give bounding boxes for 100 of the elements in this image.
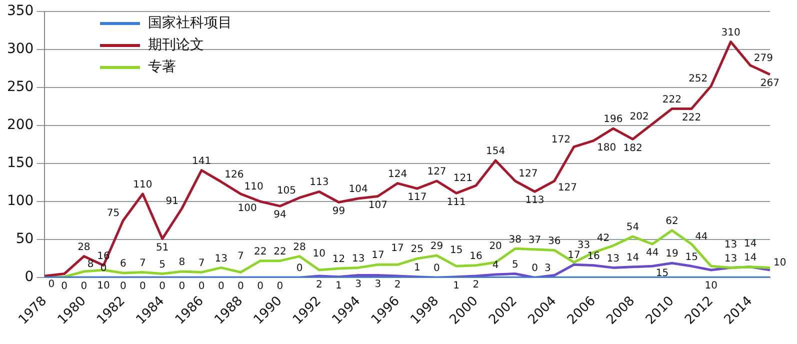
data-label: 222 [682, 112, 702, 124]
data-label: 75 [106, 208, 120, 220]
data-label: 10 [97, 280, 110, 292]
data-label: 16 [470, 251, 482, 262]
data-label: 13 [724, 253, 738, 264]
data-label: 7 [198, 258, 205, 269]
data-label: 7 [140, 258, 146, 269]
legend-label: 国家社科项目 [148, 14, 232, 32]
data-label: 172 [551, 134, 570, 146]
data-label: 91 [166, 196, 178, 207]
data-label: 100 [238, 203, 257, 214]
data-label: 107 [368, 200, 388, 211]
data-label: 0 [532, 263, 538, 274]
data-label: 8 [178, 257, 186, 268]
data-label: 127 [558, 182, 577, 194]
data-label: 54 [626, 222, 640, 234]
data-label: 10 [773, 258, 786, 269]
data-label: 0 [296, 263, 303, 274]
data-label: 0 [198, 281, 205, 292]
data-label: 222 [662, 94, 682, 106]
data-label: 17 [391, 243, 404, 254]
data-label: 1 [453, 280, 460, 292]
data-label: 10 [704, 280, 718, 292]
data-label: 126 [224, 169, 244, 180]
data-label: 29 [430, 241, 444, 252]
data-label: 0 [218, 281, 224, 292]
data-label: 0 [178, 281, 186, 292]
data-label: 0 [48, 279, 55, 290]
data-label: 0 [120, 281, 126, 292]
data-label: 42 [596, 233, 610, 244]
data-label: 5 [159, 259, 166, 270]
data-label: 1 [414, 262, 420, 274]
data-label: 17 [568, 250, 580, 262]
data-label: 121 [453, 173, 472, 184]
y-tick-label: 350 [6, 3, 34, 20]
data-label: 37 [528, 235, 542, 246]
data-label: 10 [312, 248, 326, 260]
y-tick-label: 50 [16, 231, 34, 248]
data-label: 117 [408, 192, 427, 204]
data-label: 113 [310, 177, 329, 188]
data-label: 279 [754, 52, 773, 64]
data-label: 2 [394, 280, 401, 291]
data-label: 13 [606, 253, 620, 264]
data-label: 17 [372, 250, 384, 262]
data-label: 20 [489, 240, 502, 252]
data-label: 2 [472, 280, 480, 291]
data-label: 8 [87, 259, 94, 270]
data-label: 7 [238, 250, 244, 262]
data-label: 25 [410, 244, 424, 256]
data-label: 154 [486, 146, 506, 158]
data-label: 0 [80, 281, 88, 292]
legend-label: 期刊论文 [148, 36, 204, 54]
data-label: 113 [525, 195, 544, 206]
data-label: 124 [388, 168, 408, 180]
data-label: 110 [244, 182, 264, 193]
data-label: 202 [630, 112, 649, 123]
y-tick-label: 100 [6, 193, 34, 210]
data-label: 0 [159, 281, 166, 292]
data-label: 4 [492, 260, 499, 272]
data-label: 15 [656, 268, 669, 279]
y-tick-label: 150 [6, 155, 34, 172]
data-label: 51 [156, 242, 169, 254]
data-label: 99 [332, 206, 346, 217]
data-label: 267 [760, 78, 780, 90]
data-label: 3 [544, 262, 551, 274]
data-label: 0 [434, 263, 440, 274]
data-label: 14 [626, 252, 640, 264]
data-label: 0 [61, 281, 68, 292]
data-label: 28 [78, 242, 90, 253]
data-label: 36 [548, 236, 561, 247]
data-label: 252 [688, 74, 708, 85]
data-label: 14 [744, 252, 757, 264]
data-label: 5 [512, 259, 518, 270]
data-label: 1 [336, 280, 342, 292]
data-label: 19 [666, 248, 678, 260]
data-label: 0 [140, 281, 146, 292]
data-label: 127 [518, 168, 538, 180]
data-label: 94 [274, 210, 286, 221]
data-label: 13 [214, 253, 228, 264]
data-label: 141 [192, 156, 212, 167]
data-label: 110 [133, 180, 152, 191]
data-label: 182 [623, 142, 642, 154]
data-label: 3 [374, 278, 382, 290]
y-tick-label: 300 [6, 41, 34, 58]
data-label: 44 [695, 232, 708, 243]
y-tick-label: 200 [6, 117, 34, 134]
data-label: 0 [238, 281, 244, 292]
data-label: 15 [685, 252, 698, 263]
data-label: 38 [508, 234, 522, 246]
data-label: 2 [316, 280, 322, 291]
data-label: 12 [332, 254, 346, 266]
y-tick-label: 0 [24, 269, 34, 286]
data-label: 104 [348, 184, 368, 196]
data-label: 310 [721, 27, 740, 38]
data-label: 62 [666, 216, 678, 228]
data-label: 111 [446, 196, 466, 208]
data-label: 105 [276, 185, 296, 196]
data-label: 14 [744, 238, 757, 250]
data-label: 28 [293, 242, 306, 253]
legend-label: 专著 [148, 58, 176, 76]
